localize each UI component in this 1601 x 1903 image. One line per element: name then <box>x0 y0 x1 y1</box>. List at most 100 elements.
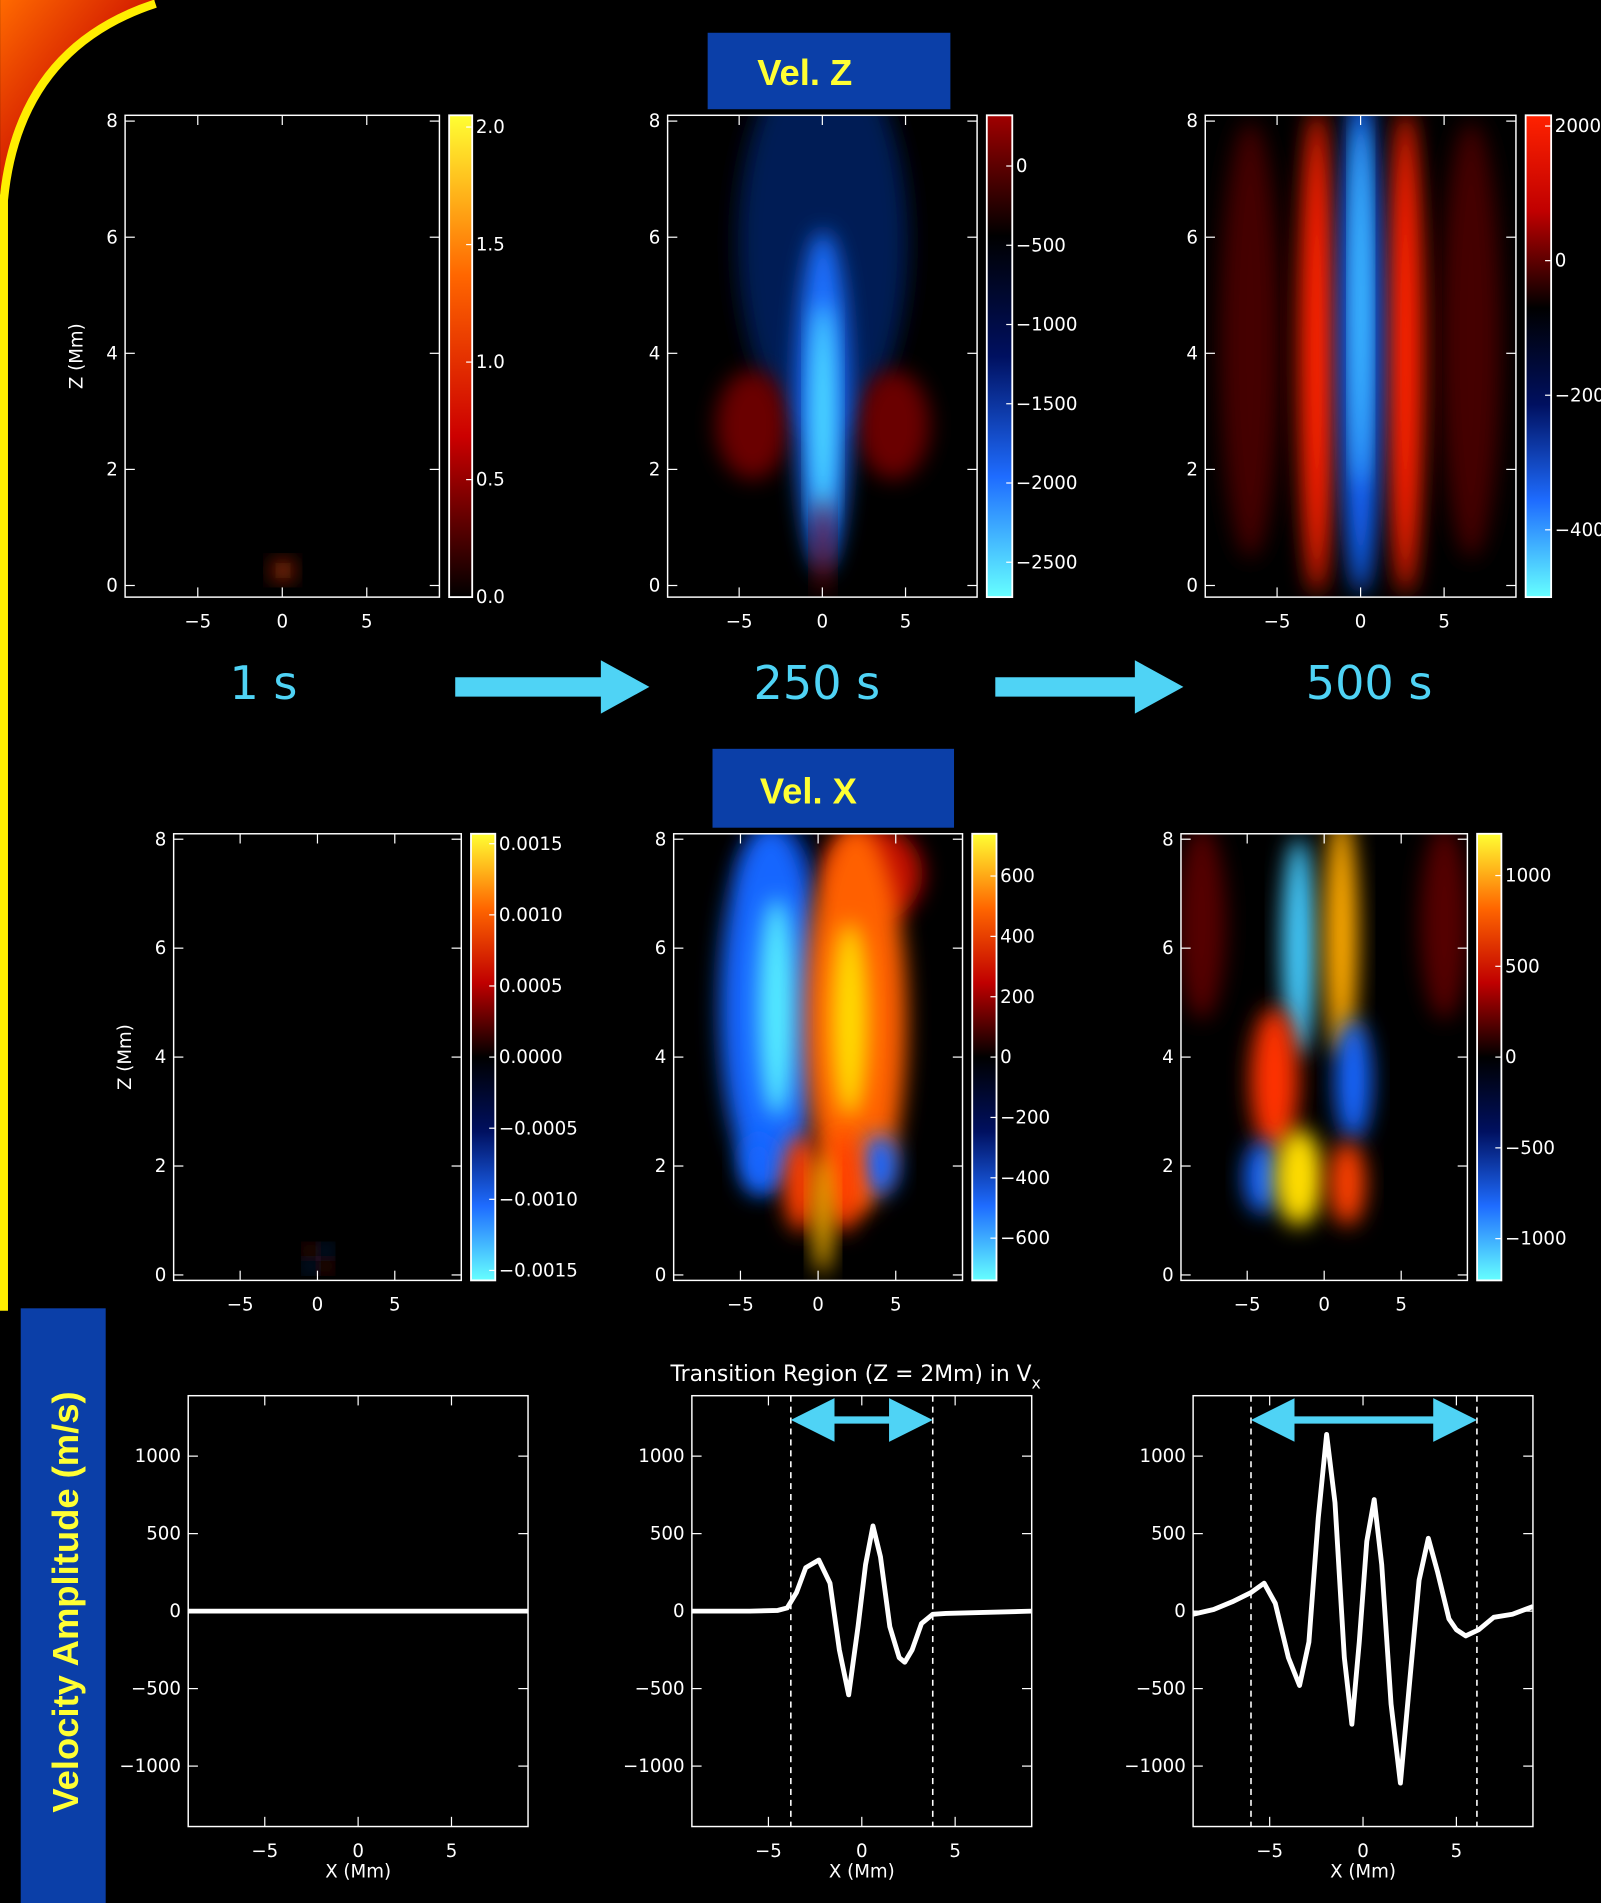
field-pattern <box>1298 115 1336 595</box>
colorbar-tick-label: −0.0015 <box>499 1261 578 1282</box>
title-main: Transition Region (Z = 2Mm) in V <box>670 1362 1032 1387</box>
y-tick-label: −500 <box>635 1679 685 1700</box>
y-tick-label: 4 <box>155 1047 167 1068</box>
y-tick-label: 0 <box>673 1601 685 1622</box>
y-tick-label: −1000 <box>1124 1756 1186 1777</box>
x-tick-label: 5 <box>389 1295 401 1316</box>
field-pattern <box>305 1246 316 1257</box>
y-tick-label: −1000 <box>623 1756 685 1777</box>
y-tick-label: 0 <box>1162 1265 1174 1286</box>
x-axis-label: X (Mm) <box>1330 1862 1396 1883</box>
field-pattern <box>813 1152 833 1275</box>
colorbar-tick-label: −200 <box>1000 1108 1050 1129</box>
x-tick-label: 0 <box>1357 1841 1369 1862</box>
colorbar-tick-label: −1000 <box>1505 1229 1567 1250</box>
colorbar-tick-label: −2000 <box>1016 473 1078 494</box>
field-pattern <box>1219 121 1281 559</box>
x-tick-label: 5 <box>890 1295 902 1316</box>
time-label: 250 s <box>754 656 881 710</box>
y-tick-label: 2 <box>1186 459 1198 480</box>
y-tick-label: −1000 <box>119 1756 181 1777</box>
y-tick-label: 6 <box>1162 938 1174 959</box>
y-tick-label: 8 <box>1186 111 1198 132</box>
colorbar-tick-label: −0.0010 <box>499 1189 578 1210</box>
colorbar <box>985 114 1014 599</box>
y-tick-label: 8 <box>1162 829 1174 850</box>
colorbar-tick-label: 0 <box>1555 251 1567 272</box>
plot-area <box>691 1523 1032 1698</box>
colorbar-tick-label: −2000 <box>1555 385 1601 406</box>
corner-border <box>0 0 157 1311</box>
colorbar-tick-label: 400 <box>1000 926 1035 947</box>
vel-z-label: Vel. Z <box>757 52 852 93</box>
colorbar <box>448 114 474 599</box>
colorbar-tick-label: −500 <box>1505 1138 1555 1159</box>
x-tick-label: 0 <box>276 611 288 632</box>
y-tick-label: 0 <box>106 576 118 597</box>
colorbar-tick-label: 2000 <box>1555 116 1601 137</box>
field-pattern <box>1324 833 1359 1056</box>
colorbar-tick-label: 0.0005 <box>499 976 563 997</box>
x-tick-label: 5 <box>1451 1841 1463 1862</box>
colorbar-tick-label: 0.0 <box>476 587 505 608</box>
plot-area <box>305 1246 331 1271</box>
x-tick-label: 5 <box>1438 611 1450 632</box>
colorbar <box>1524 114 1553 599</box>
colorbar-tick-label: 2.0 <box>476 117 505 138</box>
time-label: 1 s <box>229 656 297 710</box>
colorbar-tick-label: −0.0005 <box>499 1118 578 1139</box>
field-pattern <box>1420 833 1468 1020</box>
y-tick-label: 0 <box>649 576 661 597</box>
field-pattern <box>1387 115 1424 595</box>
y-tick-label: 1000 <box>135 1446 181 1467</box>
x-tick-label: 5 <box>446 1841 458 1862</box>
x-tick-label: −5 <box>727 1295 754 1316</box>
y-tick-label: 8 <box>155 829 167 850</box>
x-tick-label: 5 <box>900 611 912 632</box>
y-tick-label: 2 <box>106 459 118 480</box>
field-pattern <box>782 1134 820 1232</box>
x-axis-label: X (Mm) <box>829 1862 895 1883</box>
field-pattern <box>1281 837 1316 1056</box>
vel-x-label: Vel. X <box>760 770 857 811</box>
time-label: 500 s <box>1306 656 1433 710</box>
field-pattern <box>856 370 930 480</box>
colorbar-tick-label: 1.5 <box>476 235 505 256</box>
plot-area <box>273 561 293 579</box>
vel-z-box <box>707 32 951 110</box>
title-sub: x <box>1032 1373 1041 1392</box>
x-tick-label: −5 <box>755 1841 782 1862</box>
y-tick-label: 0 <box>169 1601 181 1622</box>
colorbar-tick-label: −600 <box>1000 1228 1050 1249</box>
x-tick-label: −5 <box>1256 1841 1283 1862</box>
data-line <box>1193 1431 1533 1786</box>
x-tick-label: 0 <box>1318 1295 1330 1316</box>
colorbar-tick-label: 0.0015 <box>499 834 563 855</box>
x-tick-label: 5 <box>1395 1295 1407 1316</box>
y-tick-label: −500 <box>131 1679 181 1700</box>
y-tick-label: 2 <box>655 1156 667 1177</box>
x-tick-label: 0 <box>1355 611 1367 632</box>
y-tick-label: 4 <box>1186 343 1198 364</box>
colorbar-tick-label: 0 <box>1000 1047 1012 1068</box>
chart-title: Transition Region (Z = 2Mm) in Vx <box>670 1362 1041 1392</box>
vel-x-box <box>712 748 955 828</box>
x-tick-label: −5 <box>251 1841 278 1862</box>
plot-frame <box>124 114 441 598</box>
y-tick-label: 0 <box>1186 576 1198 597</box>
colorbar-tick-label: 200 <box>1000 987 1035 1008</box>
corner-decoration <box>0 0 156 195</box>
x-tick-label: 0 <box>812 1295 824 1316</box>
time-arrow <box>995 660 1184 714</box>
field-pattern <box>1353 121 1368 486</box>
x-tick-label: 5 <box>949 1841 961 1862</box>
x-tick-label: −5 <box>184 611 211 632</box>
field-pattern <box>812 303 834 522</box>
colorbar <box>1476 832 1503 1282</box>
y-tick-label: 6 <box>649 227 661 248</box>
field-pattern <box>831 922 868 1117</box>
y-tick-label: 4 <box>106 343 118 364</box>
plot-area <box>716 115 930 595</box>
colorbar-tick-label: 1000 <box>1505 866 1551 887</box>
